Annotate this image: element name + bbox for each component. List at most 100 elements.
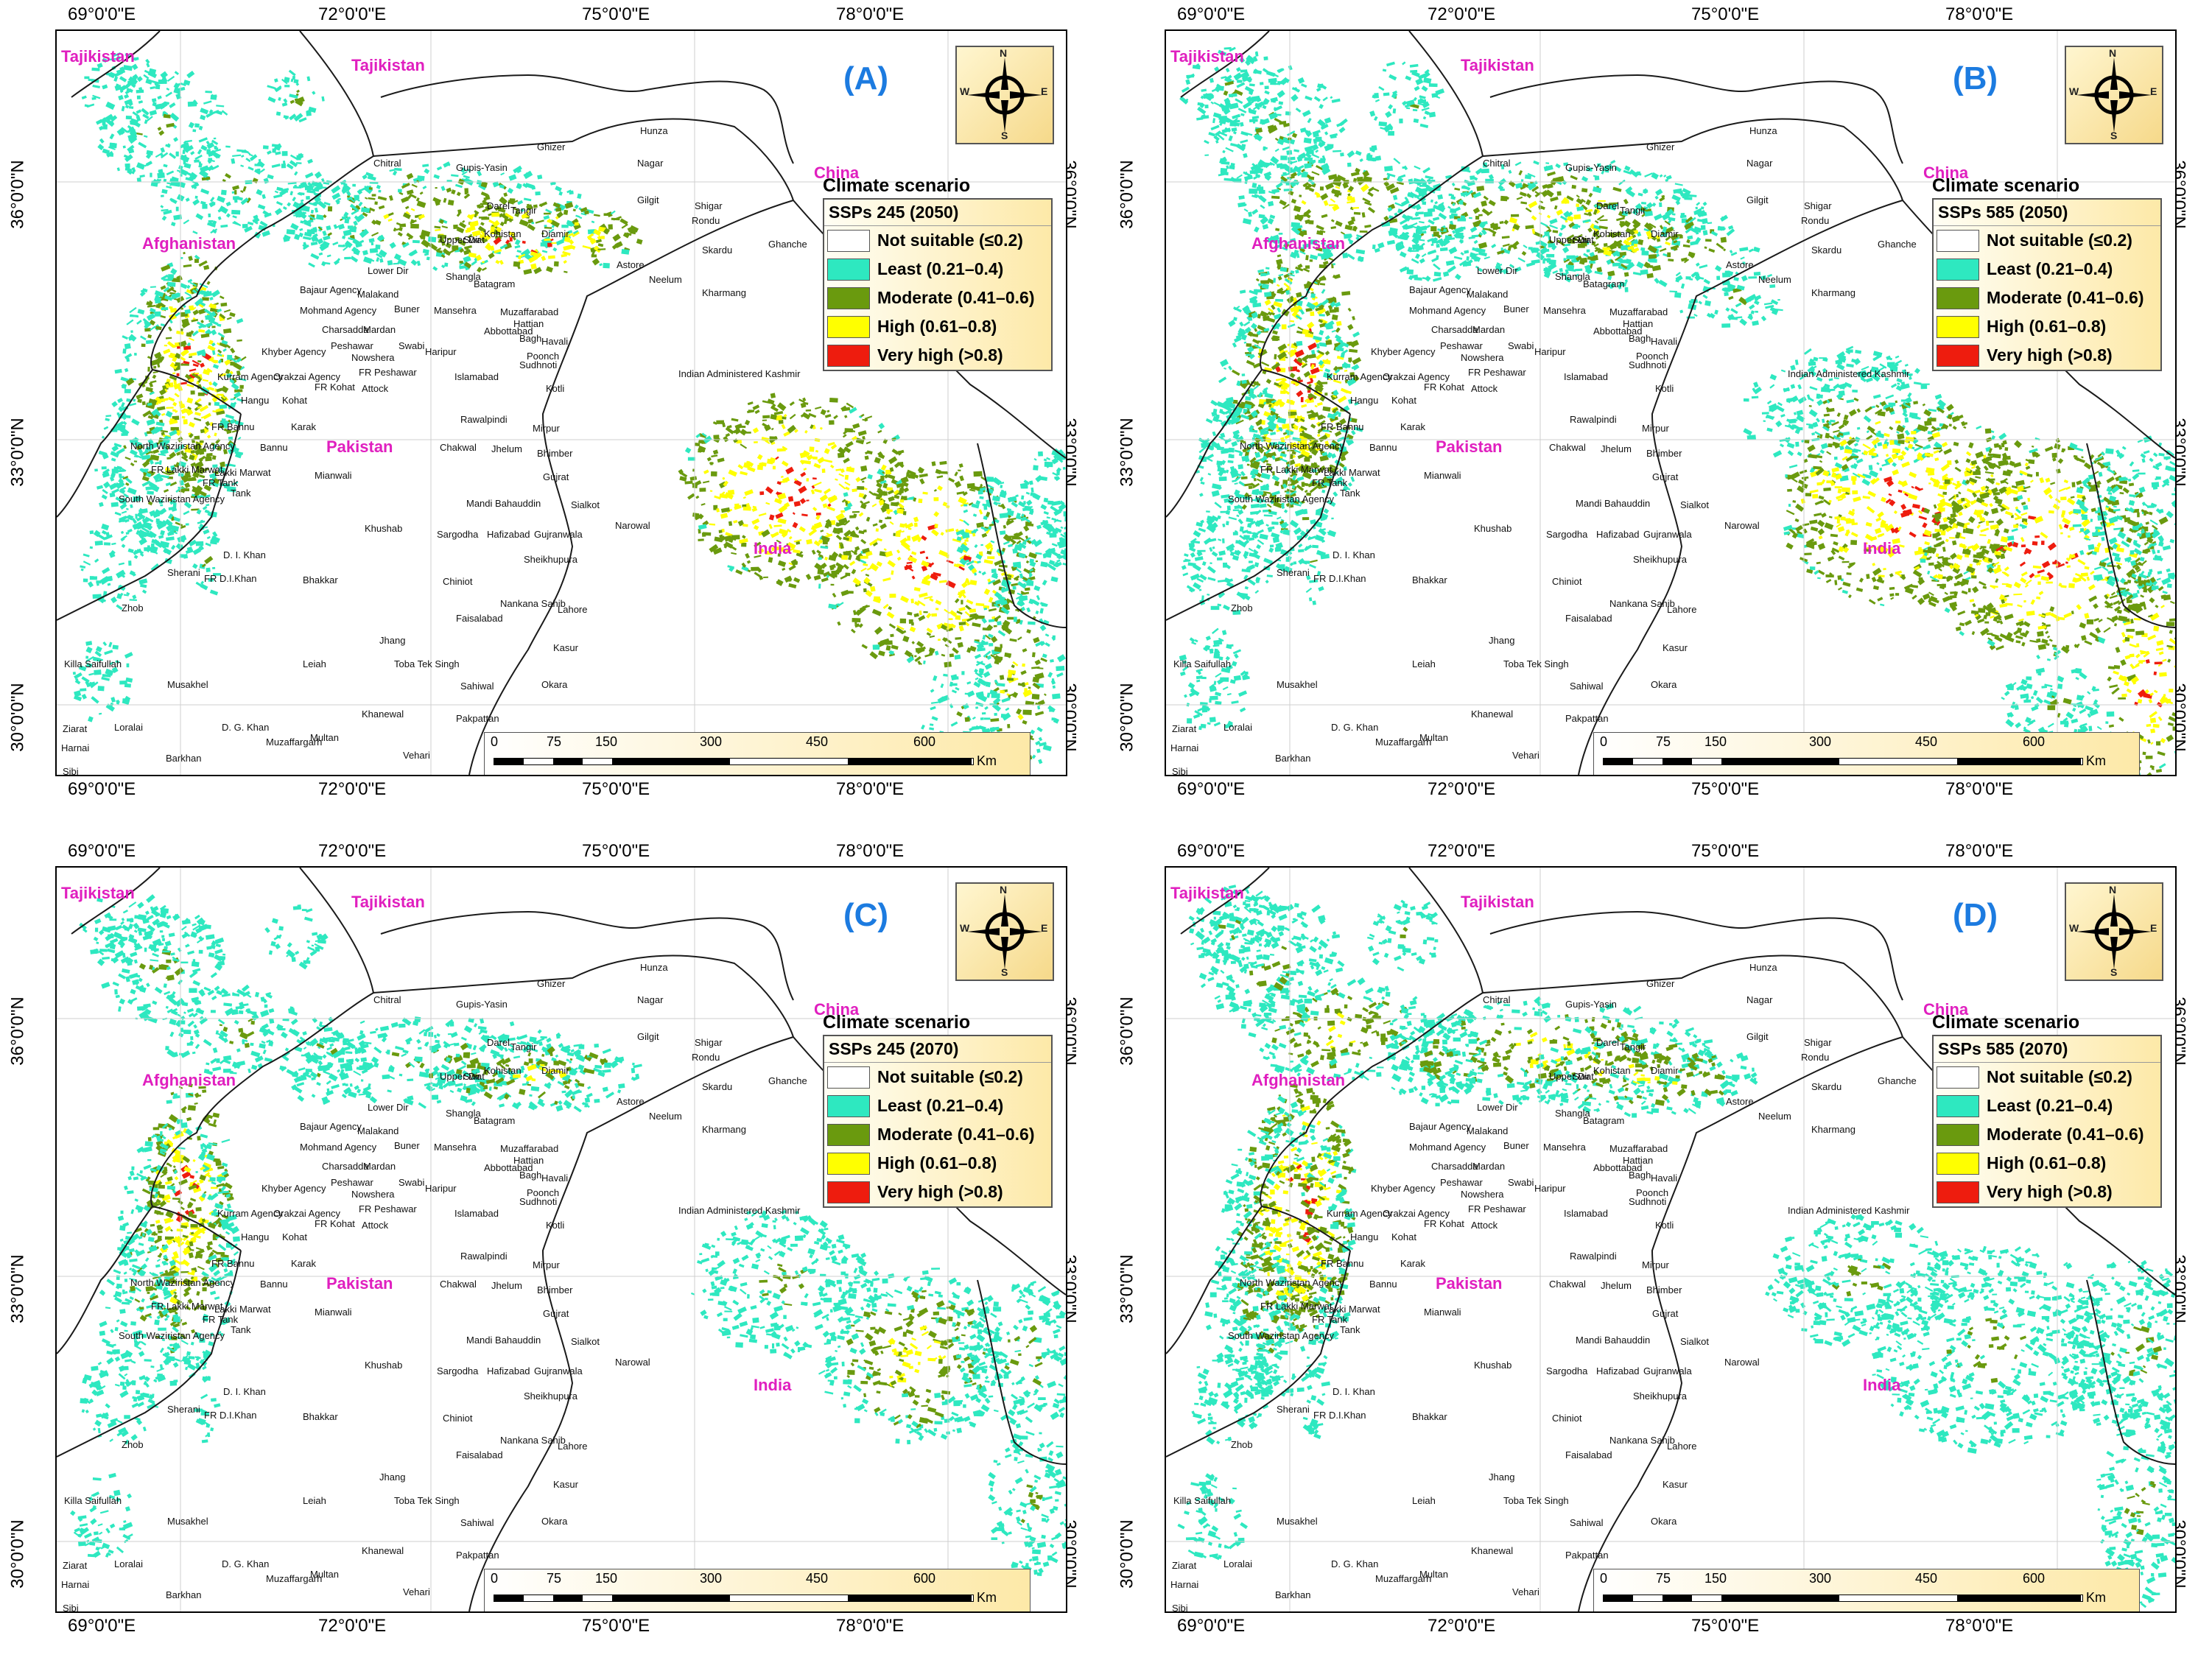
lat-tick-label-left: 33°0'0"N [1117,418,1138,486]
suitability-cell [275,191,278,194]
suitability-cell [1707,222,1713,224]
suitability-cell [1333,263,1335,265]
suitability-cell [1656,245,1662,249]
suitability-cell [1290,562,1294,566]
suitability-cell [728,469,737,477]
suitability-cell [376,185,381,189]
suitability-cell [882,577,891,582]
suitability-cell [144,135,148,138]
suitability-cell [102,436,105,439]
suitability-cell [818,457,825,463]
suitability-cell [793,560,798,565]
place-label: Sargodha [437,529,478,540]
suitability-cell [907,562,913,564]
suitability-cell [115,512,122,516]
suitability-cell [195,196,198,199]
suitability-cell [171,545,175,550]
suitability-cell [212,326,216,328]
place-label: Faisalabad [456,613,503,624]
suitability-cell [276,201,283,205]
suitability-cell [860,477,866,480]
suitability-cell [519,219,529,227]
suitability-cell [109,153,113,157]
suitability-cell [757,454,763,460]
suitability-cell [1206,418,1213,423]
legend-swatch [827,287,870,309]
suitability-cell [800,498,806,504]
suitability-cell [774,411,783,415]
suitability-cell [288,182,297,184]
suitability-cell [975,702,983,707]
suitability-cell [773,466,776,470]
suitability-cell [1280,267,1287,272]
suitability-cell [90,546,94,549]
suitability-cell [798,485,807,493]
suitability-cell [907,612,912,616]
suitability-cell [1236,515,1239,517]
suitability-cell [881,465,887,471]
suitability-cell [1044,498,1048,503]
place-label: Astore [617,259,645,270]
suitability-cell [815,450,818,453]
suitability-cell [891,645,899,650]
suitability-cell [455,184,463,189]
suitability-cell [118,470,125,473]
suitability-cell [843,434,847,437]
place-label: Kasur [553,642,578,653]
suitability-cell [189,337,194,341]
suitability-cell [91,696,99,703]
suitability-cell [368,197,375,200]
suitability-cell [908,528,912,530]
suitability-cell [563,260,567,264]
suitability-cell [362,175,368,180]
suitability-cell [1251,532,1259,535]
place-label: Bajaur Agency [300,284,362,295]
suitability-cell [1265,267,1270,270]
suitability-cell [1002,697,1011,703]
suitability-cell [444,263,448,267]
suitability-cell [806,574,812,580]
suitability-cell [1000,690,1005,694]
suitability-cell [966,600,974,605]
suitability-cell [224,309,231,313]
suitability-cell [168,274,174,278]
suitability-cell [923,611,927,613]
suitability-cell [1228,460,1234,463]
suitability-cell [1241,477,1248,479]
suitability-cell [164,345,167,346]
suitability-cell [1035,711,1044,716]
suitability-cell [185,140,192,143]
suitability-cell [530,264,537,270]
suitability-cell [105,415,111,417]
suitability-cell [769,524,773,529]
suitability-cell [393,171,397,176]
legend-item: Moderate (0.41–0.6) [824,284,1051,312]
suitability-cell [1312,545,1319,549]
suitability-cell [1056,560,1060,563]
suitability-cell [845,487,849,491]
suitability-cell [200,145,207,151]
suitability-cell [943,674,948,677]
country-border [469,200,793,775]
suitability-cell [162,216,167,221]
suitability-cell [711,471,717,477]
suitability-cell [169,482,177,487]
suitability-cell [523,269,532,275]
suitability-cell [833,415,838,419]
place-label: Swat [463,234,485,245]
suitability-cell [94,468,98,471]
suitability-cell [119,76,127,82]
suitability-cell [836,535,842,541]
suitability-cell [189,422,195,428]
suitability-cell [1281,385,1288,390]
suitability-cell [728,521,732,527]
place-label: Jhelum [491,443,522,454]
suitability-cell [1038,759,1042,764]
suitability-cell [717,457,725,463]
suitability-cell [959,519,963,522]
suitability-cell [426,256,430,260]
suitability-cell [126,320,133,326]
suitability-cell [137,177,141,182]
